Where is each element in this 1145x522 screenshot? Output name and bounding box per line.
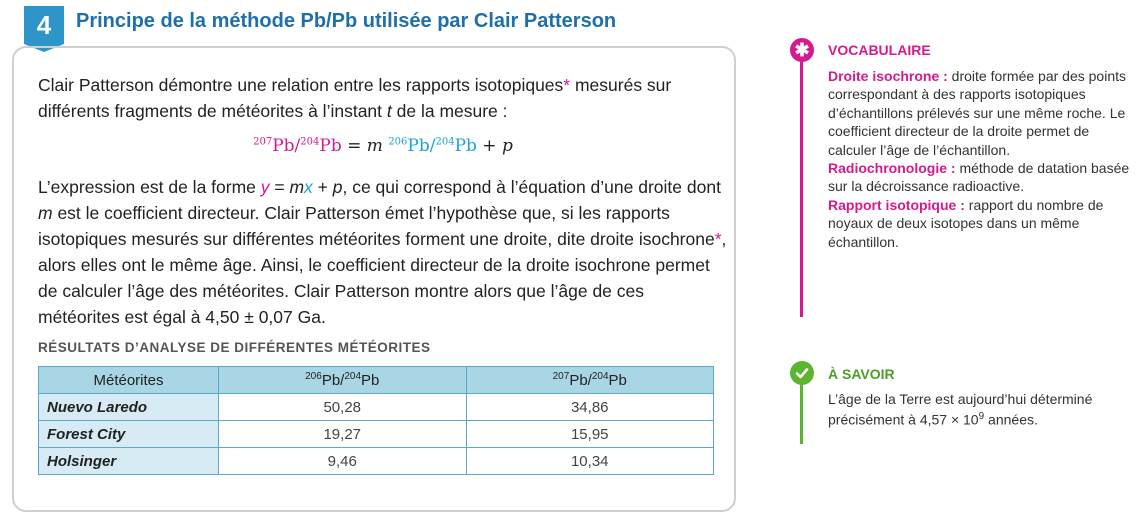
intro-paragraph: Clair Patterson démontre une relation en… [38,72,728,124]
col-header-meteorites: Météorites [38,366,219,394]
col3-end: Pb [608,372,627,389]
vocabulary-definition: rapport du nombre de noyaux de deux isot… [828,196,1104,250]
expl-text-2: , ce qui correspond à l’équation d’une d… [342,177,721,197]
col2-mid: Pb/ [321,372,345,389]
formula-pb-2: Pb [319,136,342,156]
formula-pb-1: Pb/ [272,136,301,156]
ratio-206-204: 19,27 [218,420,467,448]
vocabulary-entry: Droite isochrone : droite formée par des… [828,67,1133,159]
formula-pb-4: Pb [454,136,477,156]
table-row: Holsinger 9,46 10,34 [38,447,714,475]
formula-p: p [501,136,513,156]
savoir-text: L’âge de la Terre est aujourd’hui déterm… [828,390,1133,429]
expl-var-x: x [304,177,313,197]
intro-text-1: Clair Patterson démontre une relation en… [38,75,564,95]
glossary-star-2: * [714,229,722,249]
badge-tail [24,44,64,52]
ratio-207-204: 34,86 [465,393,714,421]
formula-pb-3: Pb/ [407,136,436,156]
vocabulary-entry: Radiochronologie : méthode de datation b… [828,159,1133,196]
formula-plus: + [476,136,502,156]
col2-end: Pb [361,372,380,389]
col2-sup-a: 206 [305,371,322,382]
ratio-206-204: 9,46 [218,447,467,475]
explanation-paragraph: L’expression est de la forme y = mx + p,… [38,174,728,330]
asterisk-icon: ✱ [790,38,814,62]
vocabulary-term: Radiochronologie : [828,160,956,177]
glossary-star: * [563,75,571,95]
expl-var-m: m [289,177,305,197]
vocabulary-term: Droite isochrone : [828,68,948,84]
col3-mid: Pb/ [569,372,592,389]
results-table: Météorites 206Pb/204Pb 207Pb/204Pb Nuevo… [38,366,714,475]
document-number: 4 [36,9,52,40]
vocabulary-definition: méthode de datation basée sur la décrois… [828,160,1130,195]
savoir-text-main: L’âge de la Terre est aujourd’hui déterm… [828,391,1093,429]
document-panel [12,46,736,512]
expl-eq: = [269,177,290,197]
meteorite-name: Holsinger [38,447,219,475]
expl-var-m2: m [38,203,53,223]
document-title: Principe de la méthode Pb/Pb utilisée pa… [76,10,617,32]
vocabulary-definition: droite formée par des points corresponda… [828,68,1127,158]
vocabulary-list: Droite isochrone : droite formée par des… [828,67,1133,251]
expl-text-3: est le coefficient directeur. Clair Patt… [38,203,715,249]
intro-text-3: de la mesure : [391,101,508,121]
meteorite-name: Nuevo Laredo [38,393,219,421]
savoir-heading: À SAVOIR [828,366,895,382]
table-header-row: Météorites 206Pb/204Pb 207Pb/204Pb [38,366,714,394]
results-heading: RÉSULTATS D’ANALYSE DE DIFFÉRENTES MÉTÉO… [38,340,431,355]
expl-text-4: , alors elles ont le même âge. Ainsi, le… [38,229,727,327]
formula-sup-204b: 204 [435,136,455,148]
savoir-accent-bar [800,378,803,444]
savoir-exponent: 9 [978,411,985,423]
formula-sup-206: 206 [388,136,408,148]
table-row: Forest City 19,27 15,95 [38,420,714,448]
vocabulary-entry: Rapport isotopique : rapport du nombre d… [828,196,1133,251]
formula-sup-204a: 204 [300,136,320,148]
vocabulary-heading: VOCABULAIRE [828,42,931,58]
col3-sup-b: 204 [591,371,609,382]
intro-text-2: mesurés sur différents fragments de mété… [38,75,672,121]
expl-var-p: p [332,177,343,197]
col3-sup-a: 207 [552,371,570,382]
formula-sup-207: 207 [253,136,273,148]
checkmark-icon [790,361,814,385]
table-row: Nuevo Laredo 50,28 34,86 [38,393,714,421]
intro-var-t: t [386,101,392,121]
vocabulary-accent-bar [800,55,803,317]
formula-m: m [366,136,383,156]
col-header-206-204: 206Pb/204Pb [218,366,467,394]
vocabulary-term: Rapport isotopique : [828,196,965,213]
formula-eq: = [341,136,367,156]
col-header-207-204: 207Pb/204Pb [465,366,714,394]
ratio-207-204: 15,95 [465,420,714,448]
meteorite-name: Forest City [38,420,219,448]
ratio-206-204: 50,28 [218,393,467,421]
expl-plus: + [312,177,333,197]
col2-sup-b: 204 [344,371,362,382]
isochrone-formula: 207Pb/204Pb = m 206Pb/204Pb + p [38,136,728,156]
ratio-207-204: 10,34 [465,447,714,475]
savoir-text-end: années. [984,412,1038,429]
document-number-badge: 4 [24,6,64,44]
expl-var-y: y [260,177,270,197]
expl-text-1: L’expression est de la forme [38,177,261,197]
